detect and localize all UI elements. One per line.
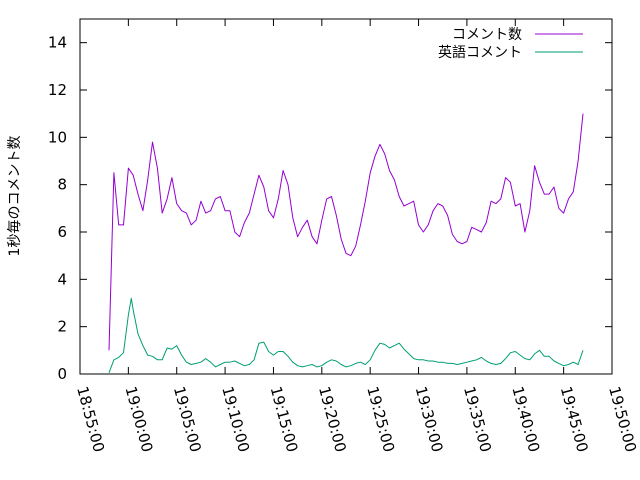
x-tick-label: 18:55:00 [73, 384, 108, 454]
legend-label-2: 英語コメント [438, 44, 522, 61]
x-tick-label: 19:40:00 [508, 384, 543, 454]
x-tick-label: 19:35:00 [460, 384, 495, 454]
y-tick-label: 4 [57, 270, 67, 288]
x-tick-label: 19:15:00 [267, 384, 302, 454]
series-line-2 [108, 297, 584, 373]
y-tick-label: 12 [48, 81, 67, 99]
y-tick-label: 14 [48, 34, 67, 52]
x-tick-label: 19:45:00 [557, 384, 592, 454]
x-tick-label: 19:00:00 [121, 384, 156, 454]
y-tick-label: 6 [57, 223, 67, 241]
y-tick-label: 10 [48, 128, 67, 146]
x-tick-label: 19:30:00 [412, 384, 447, 454]
axis-ticks: 0 2 4 6 8 10 12 14 18:55:00 19:00:00 19:05:00 19:10… [48, 19, 640, 454]
x-tick-label: 19:20:00 [315, 384, 350, 454]
y-axis-title: 1秒毎のコメント数 [7, 136, 23, 257]
y-tick-label: 8 [57, 176, 67, 194]
y-tick-label: 2 [57, 318, 67, 336]
y-tick-label: 0 [57, 365, 67, 383]
x-tick-label: 19:05:00 [170, 384, 205, 454]
plot-area-frame [79, 18, 613, 375]
series-line-1 [108, 113, 584, 351]
x-tick-label: 19:50:00 [605, 384, 640, 454]
legend-label-1: コメント数 [452, 27, 522, 43]
x-tick-label: 19:10:00 [218, 384, 253, 454]
x-tick-label: 19:25:00 [363, 384, 398, 454]
series-lines [108, 113, 584, 373]
